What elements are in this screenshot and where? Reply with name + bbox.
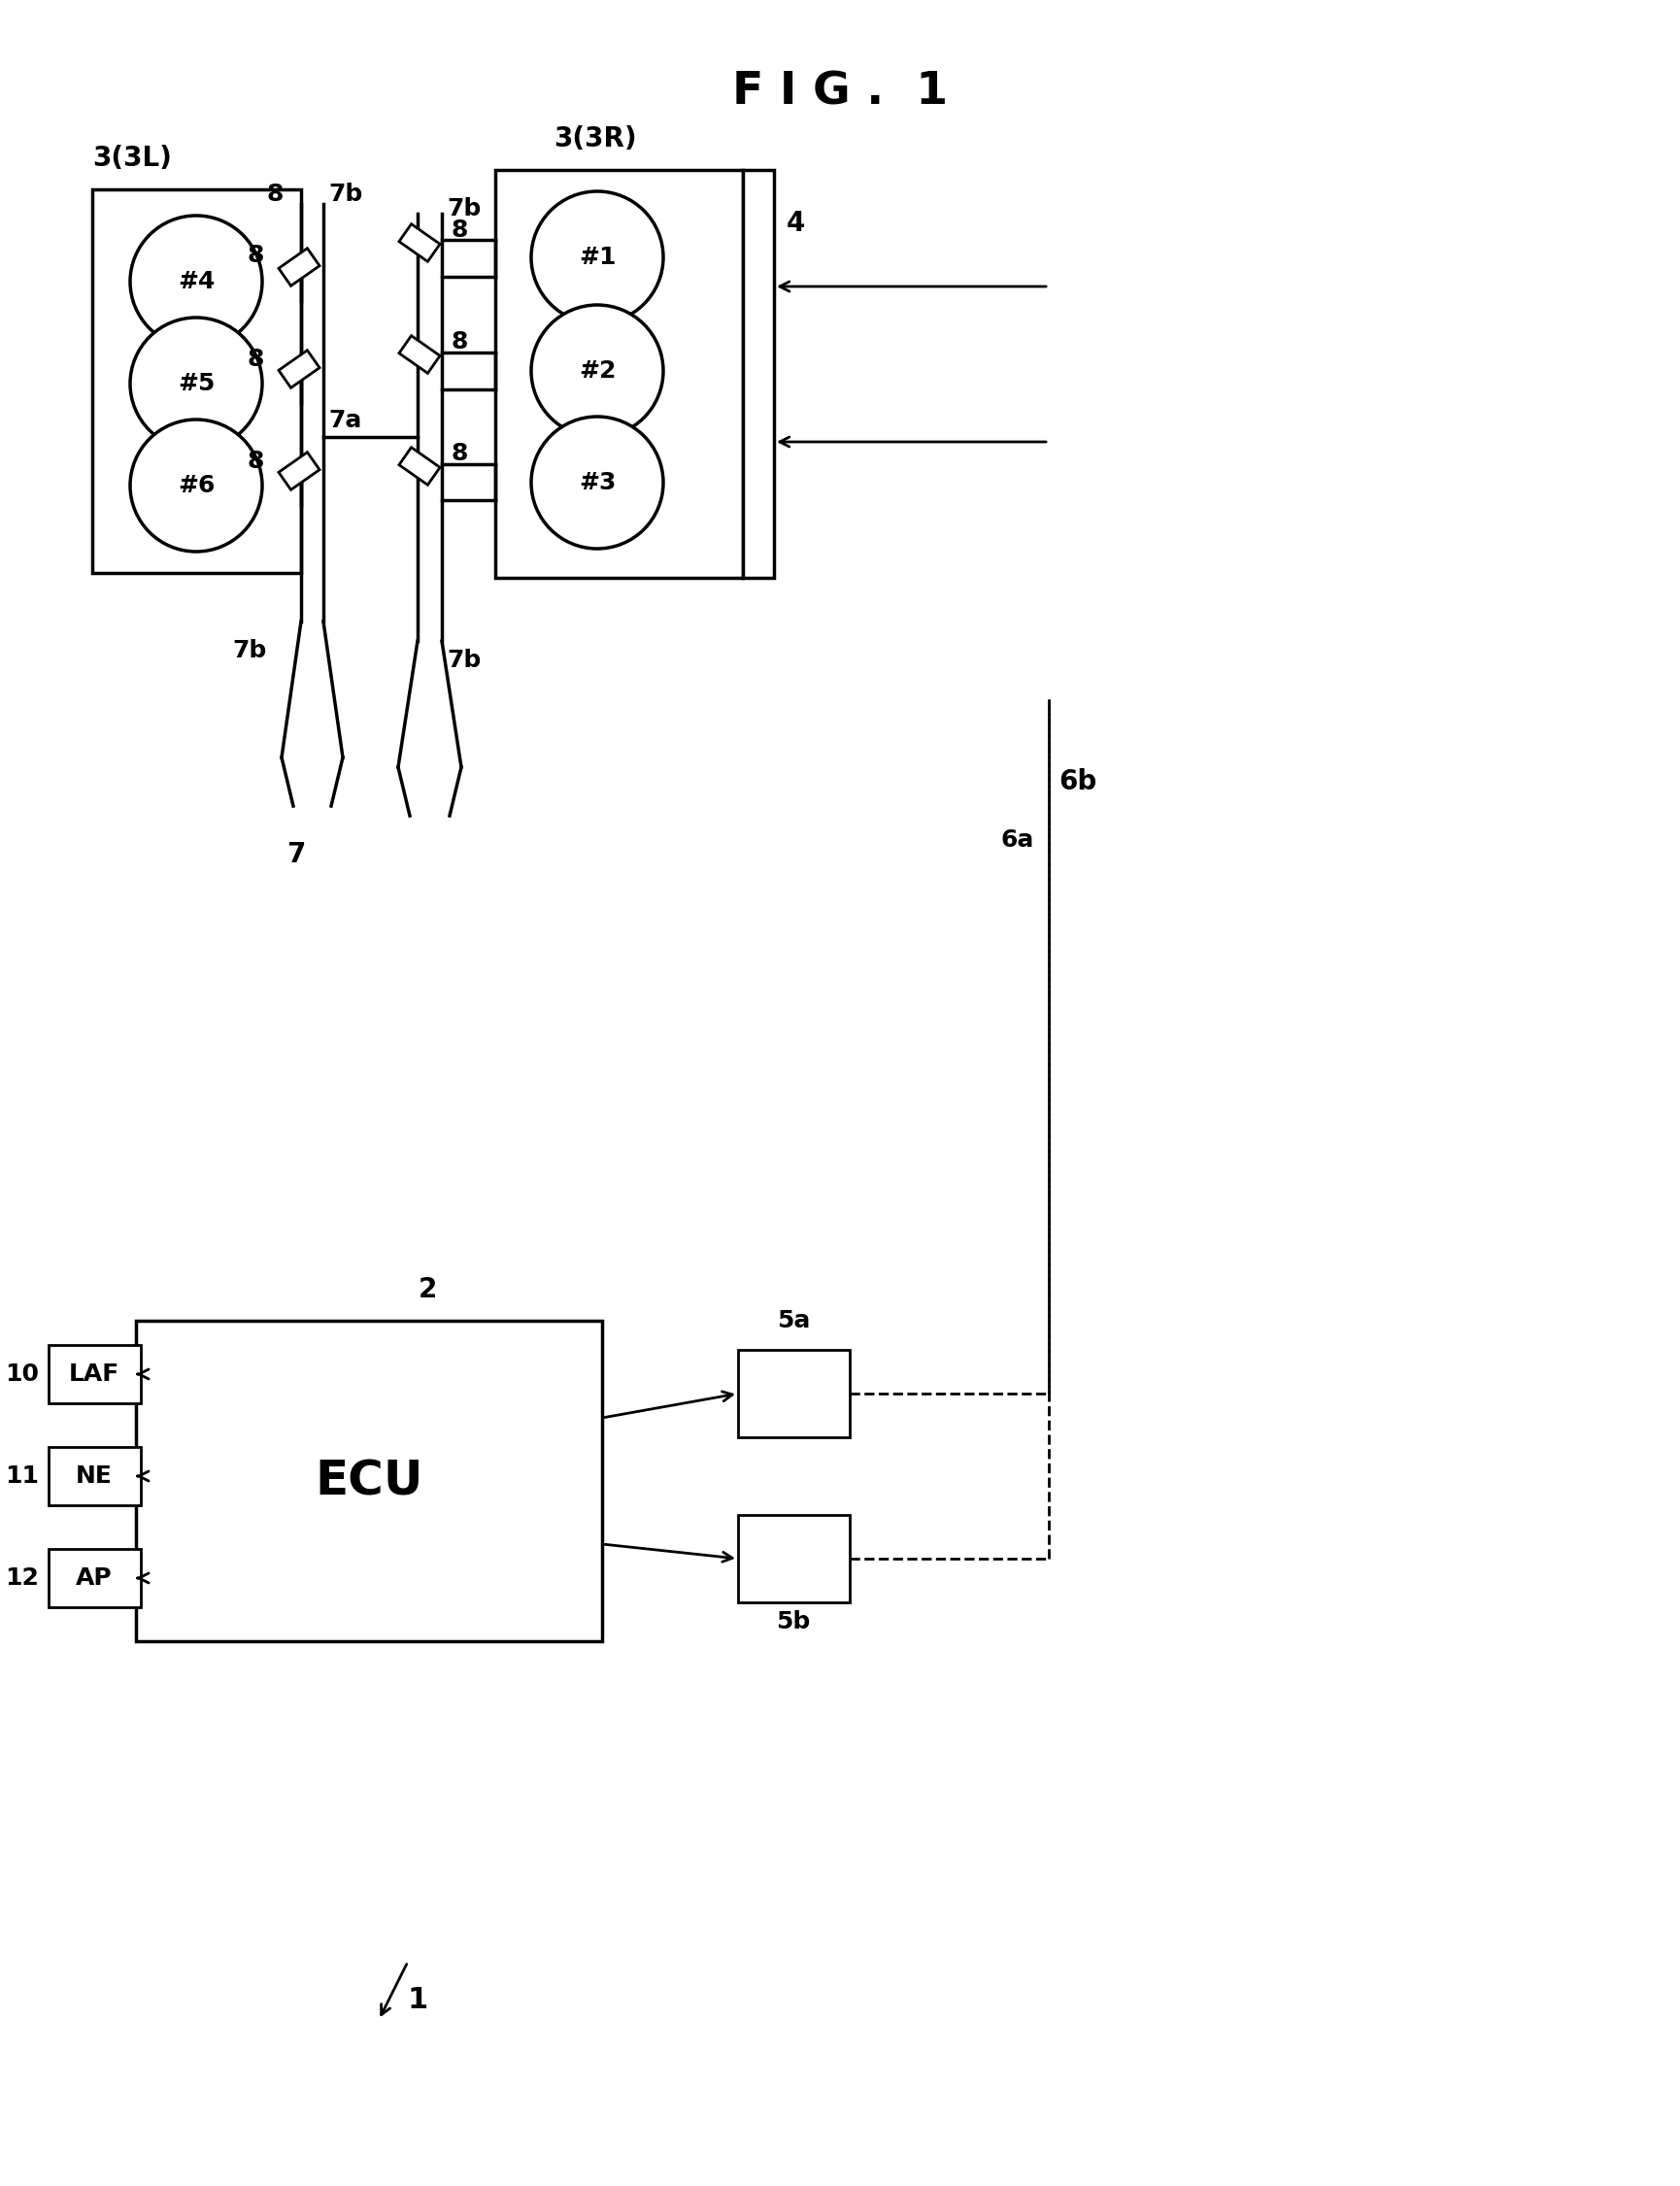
Polygon shape: [279, 249, 319, 286]
Text: 8: 8: [247, 245, 264, 267]
Text: 6b: 6b: [1058, 767, 1097, 796]
Text: 8: 8: [247, 450, 264, 472]
Text: 12: 12: [5, 1567, 39, 1589]
Text: 5a: 5a: [776, 1309, 810, 1333]
Text: #2: #2: [578, 359, 617, 383]
Bar: [49, 1550, 141, 1607]
Circle shape: [129, 317, 262, 450]
Text: 7b: 7b: [447, 649, 480, 671]
Text: 8: 8: [247, 348, 264, 372]
Text: 7b: 7b: [328, 184, 363, 205]
Text: F I G .  1: F I G . 1: [732, 70, 948, 114]
Polygon shape: [400, 337, 440, 374]
Bar: [92, 190, 301, 573]
Text: #3: #3: [578, 470, 617, 494]
Polygon shape: [400, 223, 440, 262]
Circle shape: [531, 418, 664, 549]
Polygon shape: [279, 453, 319, 490]
Text: 7a: 7a: [328, 409, 361, 433]
Polygon shape: [400, 448, 440, 485]
Bar: [136, 1320, 601, 1642]
Text: LAF: LAF: [69, 1362, 119, 1386]
Bar: [496, 171, 743, 577]
Bar: [738, 1351, 850, 1436]
Text: 8: 8: [267, 184, 284, 205]
Text: #6: #6: [178, 474, 215, 496]
Text: 10: 10: [5, 1362, 39, 1386]
Text: 8: 8: [452, 330, 469, 354]
Text: 3(3R): 3(3R): [553, 125, 637, 153]
Bar: [49, 1447, 141, 1506]
Text: 11: 11: [5, 1465, 39, 1489]
Bar: [738, 1515, 850, 1602]
Text: 1: 1: [407, 1987, 428, 2015]
Text: 8: 8: [452, 442, 469, 466]
Circle shape: [531, 192, 664, 324]
Text: ECU: ECU: [314, 1458, 423, 1504]
Bar: [49, 1344, 141, 1403]
Text: AP: AP: [76, 1567, 113, 1589]
Circle shape: [531, 304, 664, 437]
Polygon shape: [279, 350, 319, 387]
Text: 7: 7: [287, 842, 306, 868]
Text: 6a: 6a: [1001, 828, 1035, 853]
Circle shape: [129, 420, 262, 551]
Text: NE: NE: [76, 1465, 113, 1489]
Text: #4: #4: [178, 271, 215, 293]
Text: #1: #1: [578, 245, 617, 269]
Circle shape: [129, 216, 262, 348]
Bar: [743, 171, 774, 577]
Text: #5: #5: [178, 372, 215, 396]
Text: 7b: 7b: [447, 197, 480, 221]
Text: 4: 4: [786, 210, 805, 236]
Text: 3(3L): 3(3L): [92, 144, 171, 173]
Text: 5b: 5b: [776, 1611, 810, 1633]
Text: 2: 2: [418, 1277, 437, 1303]
Text: 8: 8: [452, 219, 469, 243]
Text: 7b: 7b: [234, 638, 267, 662]
